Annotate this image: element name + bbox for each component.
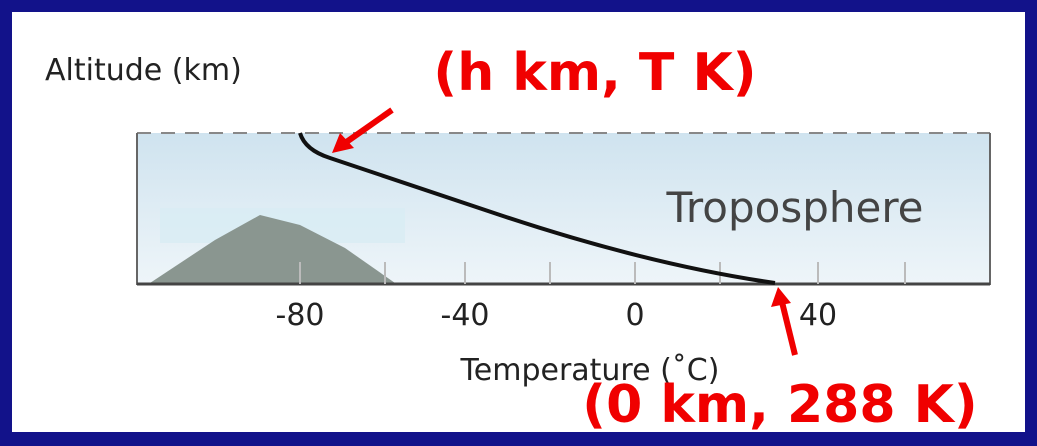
x-tick-label: 0 xyxy=(625,298,644,333)
temperature-profile xyxy=(298,132,776,285)
annotation: (0 km, 288 K) xyxy=(582,375,977,435)
region-label: Troposphere xyxy=(665,183,923,232)
y-axis-label: Altitude (km) xyxy=(45,53,242,88)
x-tick-label: -80 xyxy=(276,298,325,333)
x-tick-label: -40 xyxy=(441,298,490,333)
ticks xyxy=(299,262,906,284)
arrows xyxy=(332,107,798,356)
x-axis-label: Temperature (˚C) xyxy=(460,353,720,388)
annotation: (h km, T K) xyxy=(433,43,756,103)
mountain xyxy=(150,215,395,283)
x-tick-label: 40 xyxy=(799,298,837,333)
